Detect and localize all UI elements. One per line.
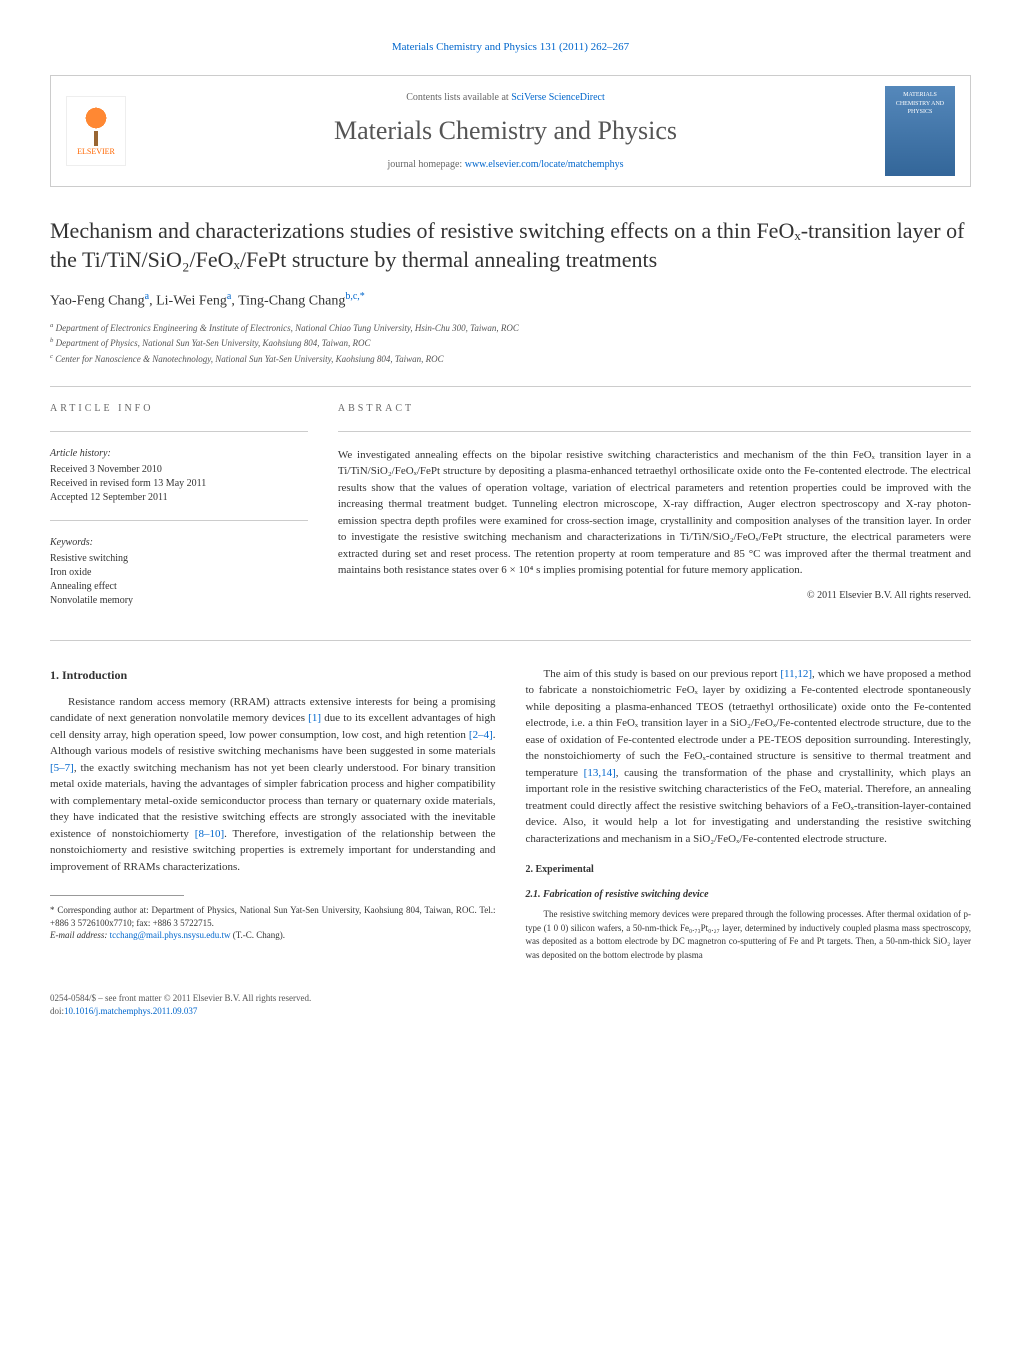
info-divider: [50, 431, 308, 432]
corresponding-author-footnote: * Corresponding author at: Department of…: [50, 904, 496, 942]
footer-doi: doi:10.1016/j.matchemphys.2011.09.037: [50, 1005, 971, 1018]
article-info-heading: ARTICLE INFO: [50, 402, 308, 416]
article-history-block: Article history: Received 3 November 201…: [50, 447, 308, 505]
keyword-3: Annealing effect: [50, 580, 308, 594]
ref-link[interactable]: [1]: [308, 712, 321, 724]
info-abstract-row: ARTICLE INFO Article history: Received 3…: [50, 402, 971, 620]
experimental-paragraph: The resistive switching memory devices w…: [526, 908, 972, 962]
abstract-text: We investigated annealing effects on the…: [338, 447, 971, 579]
cover-text: MATERIALS CHEMISTRY AND PHYSICS: [890, 91, 950, 116]
divider: [50, 640, 971, 641]
doi-link[interactable]: 10.1016/j.matchemphys.2011.09.037: [64, 1006, 197, 1016]
author-2-sup: a: [227, 291, 231, 302]
ref-link[interactable]: [13,14]: [584, 767, 616, 779]
right-column: The aim of this study is based on our pr…: [526, 666, 972, 963]
footnote-text: Corresponding author at: Department of P…: [50, 905, 496, 928]
history-label: Article history:: [50, 447, 308, 461]
keywords-label: Keywords:: [50, 536, 308, 550]
experimental-sub-heading: 2.1. Fabrication of resistive switching …: [526, 887, 972, 902]
experimental-heading: 2. Experimental: [526, 862, 972, 877]
article-title: Mechanism and characterizations studies …: [50, 217, 971, 274]
elsevier-logo: ELSEVIER: [66, 96, 126, 166]
footer-line-1: 0254-0584/$ – see front matter © 2011 El…: [50, 992, 971, 1005]
history-item-3: Accepted 12 September 2011: [50, 491, 308, 505]
history-item-1: Received 3 November 2010: [50, 463, 308, 477]
elsevier-tree-icon: [76, 106, 116, 146]
abstract-divider: [338, 431, 971, 432]
affiliation-b: b Department of Physics, National Sun Ya…: [50, 336, 971, 350]
author-1: Yao-Feng Chang: [50, 293, 145, 308]
author-3: Ting-Chang Chang: [238, 293, 345, 308]
body-columns: 1. Introduction Resistance random access…: [50, 666, 971, 963]
affiliations: a Department of Electronics Engineering …: [50, 321, 971, 366]
contents-prefix: Contents lists available at: [406, 92, 511, 103]
abstract-column: ABSTRACT We investigated annealing effec…: [338, 402, 971, 620]
history-item-2: Received in revised form 13 May 2011: [50, 477, 308, 491]
info-divider: [50, 520, 308, 521]
homepage-line: journal homepage: www.elsevier.com/locat…: [126, 158, 885, 172]
footnote-marker: *: [50, 905, 55, 915]
email-link[interactable]: tcchang@mail.phys.nsysu.edu.tw: [110, 930, 231, 940]
journal-name: Materials Chemistry and Physics: [126, 113, 885, 149]
header-center: Contents lists available at SciVerse Sci…: [126, 91, 885, 171]
author-3-sup: b,c,*: [345, 291, 364, 302]
elsevier-label: ELSEVIER: [77, 146, 115, 157]
ref-link[interactable]: [11,12]: [780, 668, 812, 680]
contents-line: Contents lists available at SciVerse Sci…: [126, 91, 885, 105]
ref-link[interactable]: [5–7]: [50, 762, 74, 774]
homepage-link[interactable]: www.elsevier.com/locate/matchemphys: [465, 159, 624, 170]
email-suffix: (T.-C. Chang).: [230, 930, 285, 940]
sciencedirect-link[interactable]: SciVerse ScienceDirect: [511, 92, 605, 103]
author-2: Li-Wei Feng: [156, 293, 227, 308]
email-label: E-mail address:: [50, 930, 110, 940]
keywords-block: Keywords: Resistive switching Iron oxide…: [50, 536, 308, 608]
authors-line: Yao-Feng Changa, Li-Wei Fenga, Ting-Chan…: [50, 290, 971, 311]
author-1-sup: a: [145, 291, 149, 302]
homepage-prefix: journal homepage:: [388, 159, 465, 170]
affiliation-c: c Center for Nanoscience & Nanotechnolog…: [50, 352, 971, 366]
intro-heading: 1. Introduction: [50, 666, 496, 684]
keyword-4: Nonvolatile memory: [50, 594, 308, 608]
keyword-2: Iron oxide: [50, 566, 308, 580]
footnote-divider: [50, 895, 184, 896]
journal-header: ELSEVIER Contents lists available at Sci…: [50, 75, 971, 187]
divider: [50, 386, 971, 387]
keyword-1: Resistive switching: [50, 552, 308, 566]
footer-info: 0254-0584/$ – see front matter © 2011 El…: [50, 992, 971, 1017]
journal-cover-thumbnail: MATERIALS CHEMISTRY AND PHYSICS: [885, 86, 955, 176]
ref-link[interactable]: [2–4]: [469, 729, 493, 741]
abstract-heading: ABSTRACT: [338, 402, 971, 416]
affiliation-a: a Department of Electronics Engineering …: [50, 321, 971, 335]
ref-link[interactable]: [8–10]: [195, 828, 224, 840]
intro-paragraph-1: Resistance random access memory (RRAM) a…: [50, 694, 496, 876]
intro-paragraph-2: The aim of this study is based on our pr…: [526, 666, 972, 848]
abstract-copyright: © 2011 Elsevier B.V. All rights reserved…: [338, 589, 971, 603]
article-info-column: ARTICLE INFO Article history: Received 3…: [50, 402, 308, 620]
left-column: 1. Introduction Resistance random access…: [50, 666, 496, 963]
journal-citation-banner: Materials Chemistry and Physics 131 (201…: [50, 40, 971, 55]
